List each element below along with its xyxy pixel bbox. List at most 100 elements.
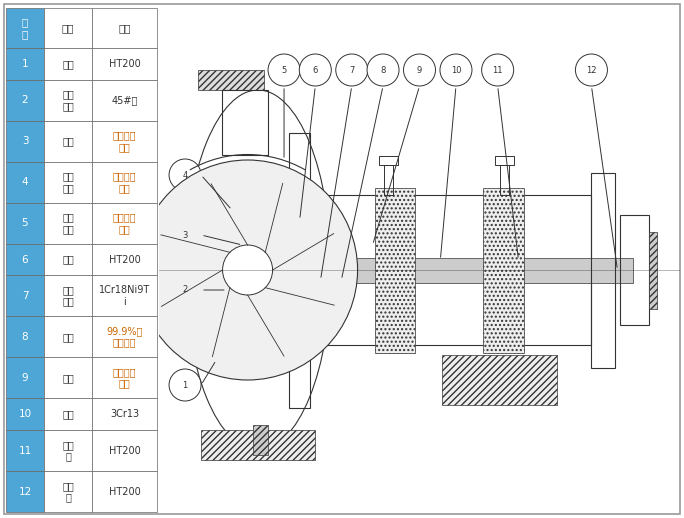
Bar bbox=[92, 471, 157, 512]
Text: 7: 7 bbox=[349, 65, 354, 75]
Bar bbox=[6, 276, 44, 316]
Bar bbox=[44, 357, 92, 398]
Circle shape bbox=[268, 54, 300, 86]
Circle shape bbox=[367, 54, 399, 86]
Bar bbox=[500, 165, 510, 195]
Bar bbox=[133, 221, 138, 319]
Bar bbox=[44, 243, 92, 276]
Text: 泵盖: 泵盖 bbox=[62, 254, 74, 265]
Text: 1Cr18Ni9T
i: 1Cr18Ni9T i bbox=[99, 285, 150, 307]
Text: 3Cr13: 3Cr13 bbox=[110, 409, 139, 419]
Text: 9: 9 bbox=[417, 65, 422, 75]
Circle shape bbox=[137, 160, 358, 380]
Bar bbox=[6, 203, 44, 243]
Text: 聚全氟乙
丙烯: 聚全氟乙 丙烯 bbox=[113, 212, 136, 234]
Bar bbox=[92, 48, 157, 80]
Text: 聚全氟乙
丙烯: 聚全氟乙 丙烯 bbox=[113, 171, 136, 193]
Bar bbox=[321, 257, 633, 282]
Text: 11: 11 bbox=[492, 65, 503, 75]
Circle shape bbox=[300, 54, 331, 86]
Text: 4: 4 bbox=[183, 170, 187, 180]
Bar bbox=[6, 471, 44, 512]
Text: 45#钢: 45#钢 bbox=[111, 95, 137, 105]
Bar bbox=[44, 162, 92, 203]
Text: 静环: 静环 bbox=[62, 332, 74, 342]
Text: 1: 1 bbox=[183, 381, 187, 390]
Bar bbox=[443, 355, 557, 405]
Bar bbox=[6, 48, 44, 80]
Bar bbox=[289, 133, 310, 408]
Text: 3: 3 bbox=[22, 136, 28, 146]
Bar bbox=[6, 162, 44, 203]
Text: 5: 5 bbox=[281, 65, 287, 75]
Bar bbox=[6, 430, 44, 471]
Bar bbox=[92, 8, 157, 48]
Text: 12: 12 bbox=[586, 65, 596, 75]
Text: 10: 10 bbox=[18, 409, 31, 419]
Bar bbox=[92, 162, 157, 203]
Bar bbox=[379, 156, 397, 165]
Bar bbox=[92, 121, 157, 162]
Bar bbox=[92, 276, 157, 316]
Bar bbox=[6, 80, 44, 121]
Bar bbox=[92, 430, 157, 471]
Text: 5: 5 bbox=[22, 218, 28, 228]
Bar bbox=[648, 232, 657, 309]
Text: 轴承
体: 轴承 体 bbox=[62, 440, 74, 462]
Bar bbox=[6, 243, 44, 276]
Text: 1: 1 bbox=[22, 59, 28, 69]
Bar bbox=[44, 430, 92, 471]
Text: 2: 2 bbox=[22, 95, 28, 105]
Bar bbox=[375, 188, 415, 353]
Bar bbox=[44, 316, 92, 357]
Circle shape bbox=[169, 219, 201, 251]
Circle shape bbox=[222, 245, 272, 295]
Bar bbox=[92, 357, 157, 398]
Text: 泵体: 泵体 bbox=[62, 59, 74, 69]
Bar bbox=[6, 316, 44, 357]
Bar bbox=[92, 80, 157, 121]
Text: 聚全氟乙
丙烯: 聚全氟乙 丙烯 bbox=[113, 131, 136, 152]
Bar bbox=[92, 398, 157, 430]
Bar bbox=[198, 70, 264, 90]
Bar bbox=[44, 471, 92, 512]
Bar bbox=[44, 80, 92, 121]
Bar bbox=[44, 203, 92, 243]
Circle shape bbox=[169, 274, 201, 306]
Bar bbox=[44, 48, 92, 80]
Bar bbox=[92, 243, 157, 276]
Bar bbox=[138, 235, 170, 305]
Text: 叶轮: 叶轮 bbox=[62, 136, 74, 146]
Text: 泵盖
衬里: 泵盖 衬里 bbox=[62, 212, 74, 234]
Text: 填充四氟
乙烯: 填充四氟 乙烯 bbox=[113, 367, 136, 388]
Text: 泵体
衬里: 泵体 衬里 bbox=[62, 171, 74, 193]
Text: 4: 4 bbox=[22, 177, 28, 187]
Text: HT200: HT200 bbox=[109, 254, 140, 265]
Bar bbox=[384, 165, 393, 195]
Text: 9: 9 bbox=[22, 373, 28, 383]
Text: 2: 2 bbox=[183, 285, 187, 295]
Bar bbox=[6, 8, 44, 48]
Bar bbox=[592, 172, 615, 367]
Text: 动环: 动环 bbox=[62, 373, 74, 383]
Text: 8: 8 bbox=[380, 65, 386, 75]
Bar bbox=[321, 195, 592, 345]
Text: 联轴
器: 联轴 器 bbox=[62, 481, 74, 502]
Bar bbox=[495, 156, 514, 165]
Circle shape bbox=[575, 54, 607, 86]
Bar bbox=[44, 121, 92, 162]
Bar bbox=[222, 90, 268, 155]
Text: 7: 7 bbox=[22, 291, 28, 301]
Bar bbox=[44, 276, 92, 316]
Bar bbox=[6, 357, 44, 398]
Text: HT200: HT200 bbox=[109, 486, 140, 496]
Bar bbox=[620, 215, 648, 325]
Bar bbox=[200, 430, 315, 460]
Circle shape bbox=[440, 54, 472, 86]
Text: 叶轮
骨架: 叶轮 骨架 bbox=[62, 90, 74, 111]
Text: 99.9%氧
化铝陶瓷: 99.9%氧 化铝陶瓷 bbox=[106, 326, 143, 348]
Text: 8: 8 bbox=[22, 332, 28, 342]
Text: HT200: HT200 bbox=[109, 59, 140, 69]
Text: 12: 12 bbox=[18, 486, 31, 496]
Circle shape bbox=[336, 54, 368, 86]
